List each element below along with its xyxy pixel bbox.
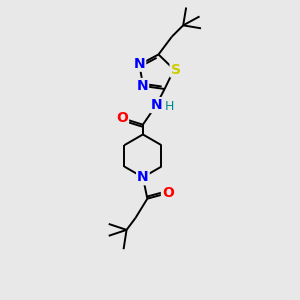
Text: N: N bbox=[134, 57, 145, 71]
Text: N: N bbox=[137, 170, 149, 184]
Text: H: H bbox=[165, 100, 174, 113]
Text: O: O bbox=[162, 186, 174, 200]
Text: N: N bbox=[136, 79, 148, 93]
Text: O: O bbox=[116, 110, 128, 124]
Text: S: S bbox=[171, 62, 181, 76]
Text: N: N bbox=[151, 98, 162, 112]
